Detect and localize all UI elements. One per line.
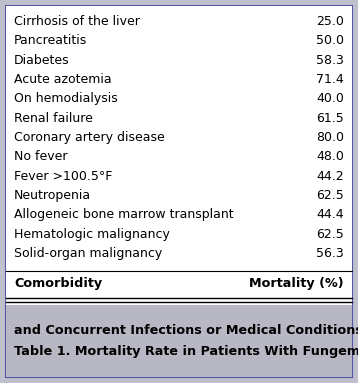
- Text: 25.0: 25.0: [316, 15, 344, 28]
- Text: No fever: No fever: [14, 150, 68, 163]
- Bar: [6, 305, 352, 377]
- Text: Hematologic malignancy: Hematologic malignancy: [14, 228, 170, 241]
- Text: On hemodialysis: On hemodialysis: [14, 92, 118, 105]
- Text: 62.5: 62.5: [316, 189, 344, 202]
- Text: Acute azotemia: Acute azotemia: [14, 73, 112, 86]
- Bar: [6, 6, 352, 305]
- Text: Table 1. Mortality Rate in Patients With Fungemia: Table 1. Mortality Rate in Patients With…: [14, 344, 358, 357]
- Text: 80.0: 80.0: [316, 131, 344, 144]
- Text: Pancreatitis: Pancreatitis: [14, 34, 87, 47]
- Text: Comorbidity: Comorbidity: [14, 277, 102, 290]
- Text: Solid-organ malignancy: Solid-organ malignancy: [14, 247, 162, 260]
- Text: Allogeneic bone marrow transplant: Allogeneic bone marrow transplant: [14, 208, 234, 221]
- Text: Coronary artery disease: Coronary artery disease: [14, 131, 165, 144]
- Text: 44.4: 44.4: [316, 208, 344, 221]
- Text: 58.3: 58.3: [316, 54, 344, 67]
- Text: 56.3: 56.3: [316, 247, 344, 260]
- Text: Diabetes: Diabetes: [14, 54, 69, 67]
- Text: 62.5: 62.5: [316, 228, 344, 241]
- Text: 71.4: 71.4: [316, 73, 344, 86]
- Text: 40.0: 40.0: [316, 92, 344, 105]
- Text: 50.0: 50.0: [316, 34, 344, 47]
- Text: Renal failure: Renal failure: [14, 112, 93, 125]
- Text: Cirrhosis of the liver: Cirrhosis of the liver: [14, 15, 140, 28]
- Text: Neutropenia: Neutropenia: [14, 189, 91, 202]
- Text: Mortality (%): Mortality (%): [250, 277, 344, 290]
- Text: 48.0: 48.0: [316, 150, 344, 163]
- Text: 61.5: 61.5: [316, 112, 344, 125]
- Text: and Concurrent Infections or Medical Conditions: and Concurrent Infections or Medical Con…: [14, 324, 358, 337]
- Text: 44.2: 44.2: [316, 170, 344, 183]
- Text: Fever >100.5°F: Fever >100.5°F: [14, 170, 112, 183]
